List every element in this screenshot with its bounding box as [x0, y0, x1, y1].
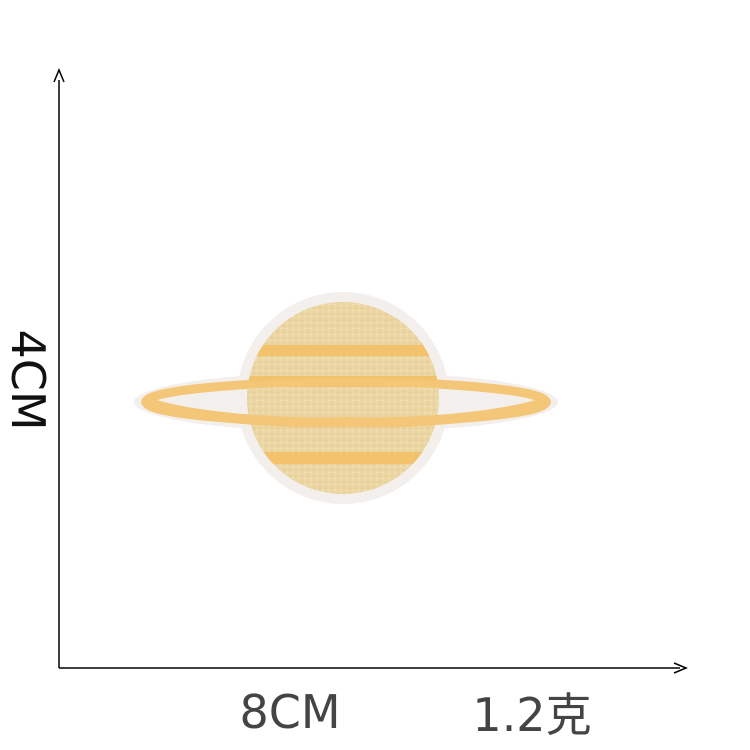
width-dimension-label: 8CM — [239, 685, 341, 739]
horizontal-axis-arrowhead — [673, 662, 688, 674]
height-dimension-label: 4CM — [1, 329, 55, 431]
ring-front — [141, 397, 551, 428]
ring-front-inner — [156, 378, 536, 399]
vertical-axis-arrowhead — [53, 68, 65, 83]
planet-body — [247, 302, 439, 494]
weight-label: 1.2克 — [472, 688, 592, 742]
